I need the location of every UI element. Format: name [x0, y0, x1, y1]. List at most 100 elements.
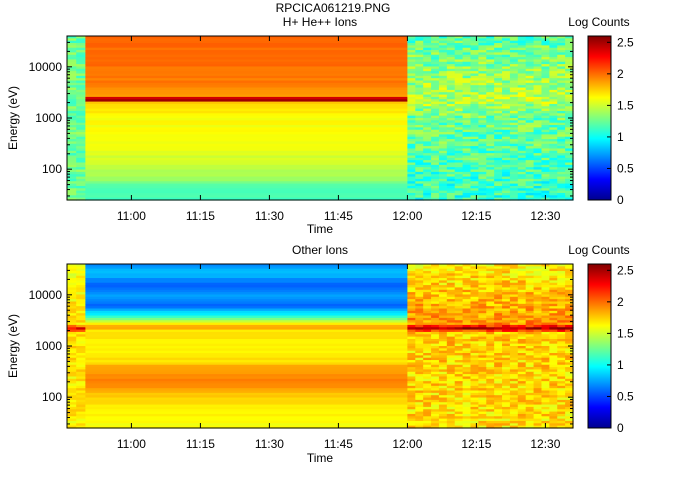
heatmap-cell: [423, 383, 432, 387]
heatmap-cell: [509, 82, 519, 86]
heatmap-cell: [67, 54, 77, 58]
heatmap-cell: [415, 343, 424, 347]
heatmap-cell: [486, 282, 495, 286]
heatmap-cell: [478, 87, 487, 91]
heatmap-cell: [517, 85, 527, 89]
heatmap-cell: [446, 383, 456, 387]
heatmap-cell: [549, 411, 558, 415]
heatmap-cell: [431, 50, 440, 53]
heatmap-cell: [76, 96, 86, 100]
heatmap-cell: [407, 399, 416, 403]
heatmap-cell: [454, 268, 464, 272]
heatmap-cell: [407, 406, 416, 410]
heatmap-cell: [502, 157, 511, 161]
heatmap-cell: [446, 271, 456, 274]
heatmap-cell: [517, 181, 527, 185]
heatmap-cell: [470, 167, 479, 171]
heatmap-cell: [478, 404, 487, 408]
heatmap-cell: [446, 101, 456, 105]
heatmap-cell: [525, 343, 535, 347]
heatmap-cell: [557, 47, 566, 51]
heatmap-cell: [486, 266, 495, 270]
heatmap-cell: [470, 155, 479, 159]
heatmap-cell: [494, 52, 503, 56]
heatmap-cell: [502, 371, 511, 375]
heatmap-cell: [533, 399, 543, 403]
heatmap-cell: [478, 99, 487, 103]
heatmap-cell: [67, 169, 77, 173]
heatmap-cell: [541, 350, 550, 354]
heatmap-cell: [557, 40, 566, 44]
heatmap-cell: [454, 136, 464, 140]
heatmap-cell: [85, 308, 409, 312]
heatmap-cell: [502, 78, 511, 82]
heatmap-cell: [502, 313, 511, 317]
heatmap-cell: [446, 364, 456, 368]
heatmap-cell: [486, 273, 495, 277]
heatmap-cell: [67, 43, 77, 46]
heatmap-cell: [525, 132, 535, 135]
heatmap-cell: [470, 125, 479, 128]
heatmap-cell: [549, 315, 558, 319]
heatmap-cell: [431, 397, 440, 401]
heatmap-cell: [557, 134, 566, 138]
heatmap-cell: [67, 185, 77, 189]
heatmap-cell: [525, 266, 535, 270]
heatmap-cell: [509, 127, 519, 131]
heatmap-cell: [533, 167, 543, 171]
heatmap-cell: [407, 113, 416, 117]
heatmap-cell: [509, 141, 519, 145]
heatmap-cell: [407, 395, 416, 399]
heatmap-cell: [557, 75, 566, 79]
heatmap-cell: [494, 167, 503, 171]
heatmap-cell: [486, 353, 495, 356]
heatmap-cell: [541, 157, 550, 161]
heatmap-cell: [502, 338, 511, 342]
heatmap-cell: [67, 155, 77, 159]
heatmap-cell: [67, 127, 77, 131]
heatmap-cell: [431, 171, 440, 175]
heatmap-cell: [557, 162, 566, 166]
heatmap-cell: [525, 341, 535, 345]
heatmap-cell: [67, 71, 77, 75]
heatmap-cell: [478, 374, 487, 378]
heatmap-cell: [85, 174, 409, 178]
heatmap-cell: [557, 36, 566, 39]
heatmap-cell: [85, 61, 409, 65]
heatmap-cell: [517, 82, 527, 86]
heatmap-cell: [415, 404, 424, 408]
heatmap-cell: [549, 273, 558, 277]
heatmap-cell: [407, 341, 416, 345]
heatmap-cell: [565, 287, 574, 291]
heatmap-cell: [509, 306, 519, 310]
heatmap-cell: [85, 313, 409, 317]
heatmap-cell: [454, 106, 464, 110]
heatmap-cell: [423, 108, 432, 112]
heatmap-cell: [446, 75, 456, 79]
heatmap-cell: [67, 101, 77, 105]
heatmap-cell: [67, 273, 77, 277]
heatmap-cell: [85, 385, 409, 389]
heatmap-cell: [486, 418, 495, 422]
heatmap-cell: [517, 103, 527, 107]
heatmap-cell: [565, 195, 574, 199]
heatmap-cell: [525, 355, 535, 359]
heatmap-cell: [67, 362, 77, 366]
heatmap-cell: [549, 388, 558, 392]
heatmap-cell: [415, 57, 424, 61]
heatmap-cell: [509, 285, 519, 289]
heatmap-cell: [67, 181, 77, 185]
heatmap-cell: [486, 47, 495, 51]
heatmap-cell: [494, 390, 503, 394]
heatmap-cell: [76, 94, 86, 98]
heatmap-cell: [565, 132, 574, 135]
heatmap-cell: [486, 343, 495, 347]
heatmap-cell: [423, 68, 432, 72]
heatmap-cell: [431, 301, 440, 305]
heatmap-cell: [446, 96, 456, 100]
heatmap-cell: [85, 423, 409, 427]
heatmap-cell: [565, 89, 574, 93]
heatmap-cell: [462, 346, 472, 349]
heatmap-cell: [76, 148, 86, 152]
heatmap-cell: [549, 418, 558, 422]
